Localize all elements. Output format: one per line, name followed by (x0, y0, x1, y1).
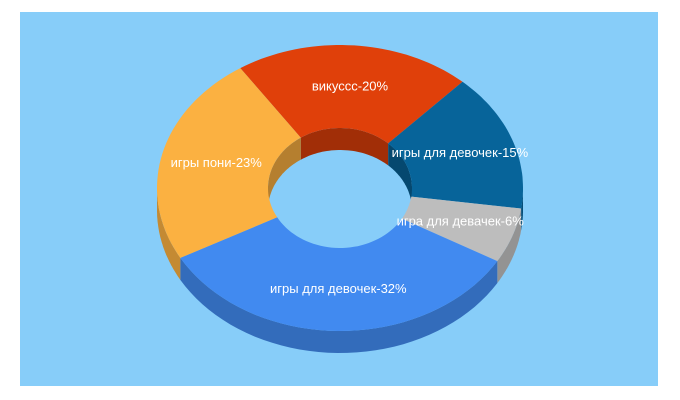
slice-side (180, 257, 498, 353)
slice-inner-side (300, 128, 389, 166)
slice-side (497, 208, 522, 284)
slice (388, 81, 523, 209)
slice-label: игры для девочек-15% (392, 145, 529, 160)
slice (180, 217, 498, 331)
slice (240, 45, 463, 144)
slice (401, 196, 522, 262)
slice-inner-side (388, 143, 412, 210)
slice-side (521, 188, 523, 231)
slice-label: игры пони-23% (171, 155, 263, 170)
slice-label: игра для девачек-6% (397, 213, 525, 228)
slice-inner-side (268, 137, 301, 210)
slice-label: игры для девочек-32% (270, 281, 407, 296)
slice-label: викуссс-20% (312, 78, 389, 93)
slice-side (157, 188, 181, 280)
slice (157, 68, 301, 258)
